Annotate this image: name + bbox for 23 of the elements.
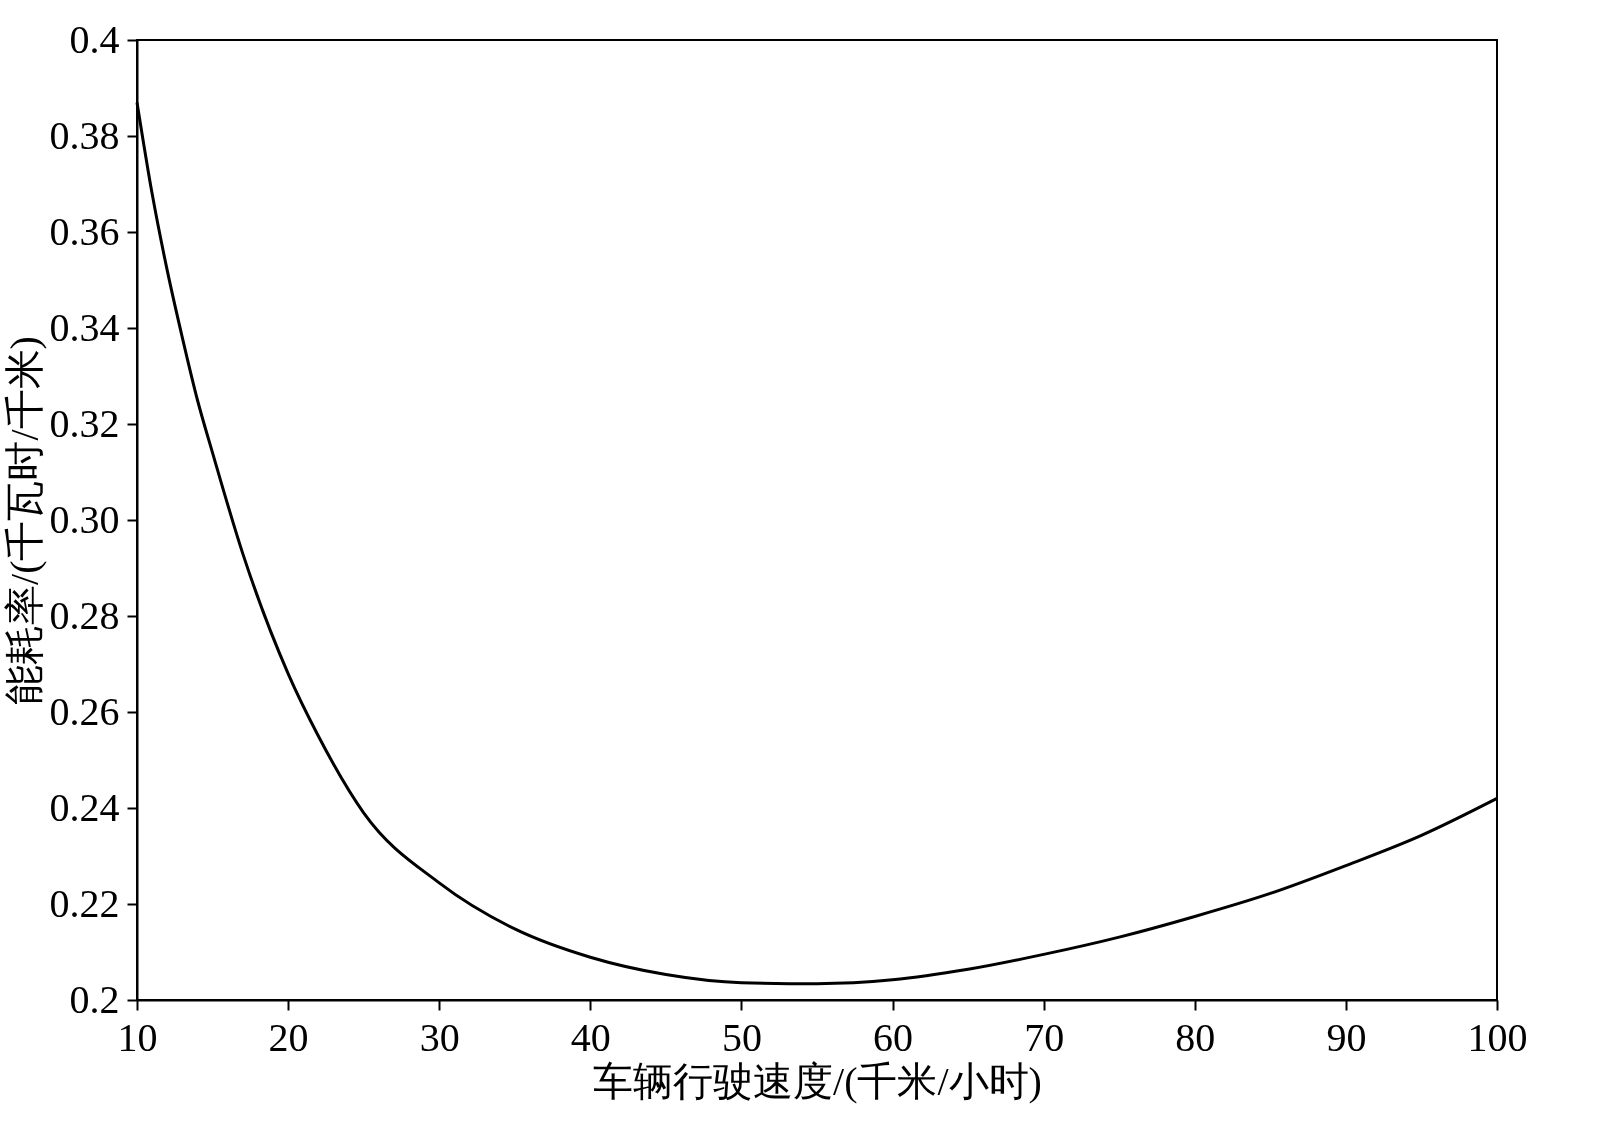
x-tick-label: 70 [1024,1014,1065,1060]
x-tick-label: 90 [1326,1014,1367,1060]
y-tick-label: 0.2 [69,976,120,1022]
y-tick-label: 0.38 [49,112,120,158]
y-tick-label: 0.32 [49,400,120,446]
y-tick-label: 0.4 [69,16,120,62]
y-tick-label: 0.30 [49,496,120,542]
y-axis-title: 能耗率/(千瓦时/千米) [1,336,47,705]
x-tick-label: 100 [1467,1014,1528,1060]
x-tick-label: 50 [721,1014,762,1060]
y-tick-label: 0.26 [49,688,120,734]
y-tick-label: 0.22 [49,880,120,926]
x-axis-title: 车辆行驶速度/(千米/小时) [593,1058,1042,1104]
x-tick-label: 10 [117,1014,158,1060]
x-tick-label: 40 [570,1014,611,1060]
x-tick-label: 60 [873,1014,914,1060]
y-tick-label: 0.28 [49,592,120,638]
y-tick-label: 0.34 [49,304,120,350]
x-tick-label: 80 [1175,1014,1216,1060]
y-tick-label: 0.24 [49,784,120,830]
x-tick-label: 20 [268,1014,309,1060]
y-tick-label: 0.36 [49,208,120,254]
x-tick-label: 30 [419,1014,460,1060]
